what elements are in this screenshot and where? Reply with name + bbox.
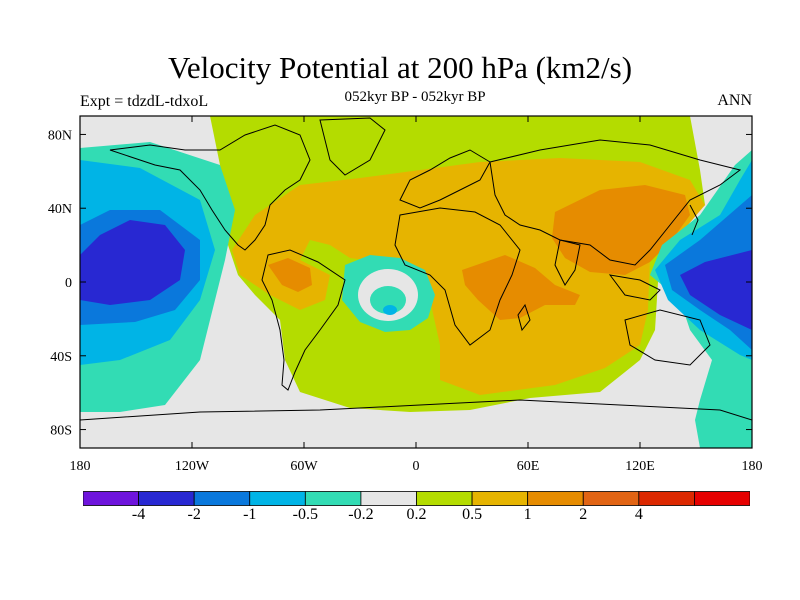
field-band-neg1-atlantic-core	[383, 305, 397, 315]
field-band-neg0.5-atlantic-inner	[370, 286, 406, 314]
colorbar-label: -4	[131, 506, 146, 523]
colorbar-label: -0.5	[292, 506, 318, 523]
x-tick-label: 180	[70, 459, 91, 474]
colorbar-swatch	[416, 491, 473, 506]
y-tick-label: 40S	[50, 350, 72, 365]
coastlines	[80, 117, 752, 421]
y-tick-label: 80S	[50, 424, 72, 439]
axis-tick-labels: 80N 40N 0 40S 80S 180 120W 60W 0 60E 120E 180	[48, 128, 763, 474]
colorbar-swatch	[193, 491, 251, 506]
colorbar-label: -0.2	[348, 506, 374, 523]
colorbar-swatch	[83, 491, 139, 506]
experiment-label: Expt = tdzdL-tdxoL	[80, 93, 209, 110]
colorbar	[83, 491, 750, 506]
y-tick-label: 80N	[48, 128, 72, 143]
map-subtitle: 052kyr BP - 052kyr BP	[344, 89, 486, 105]
colorbar-swatch	[582, 491, 640, 506]
season-label: ANN	[717, 92, 752, 109]
field-band-1-2-africa	[462, 255, 580, 320]
field-band-neg4-neg2-west	[80, 220, 185, 305]
colorbar-swatch	[304, 491, 362, 506]
colorbar-swatch	[638, 491, 695, 506]
y-tick-label: 40N	[48, 202, 72, 217]
colorbar-swatch	[527, 491, 584, 506]
colorbar-swatch	[360, 491, 417, 506]
x-tick-label: 60E	[517, 459, 540, 474]
axis-ticks	[79, 116, 753, 448]
colorbar-label: -1	[243, 506, 257, 523]
y-tick-label: 0	[65, 276, 72, 291]
field-band-neg4-neg2-east	[680, 250, 752, 330]
colorbar-label: 4	[634, 506, 643, 523]
map-title: Velocity Potential at 200 hPa (km2/s)	[167, 50, 633, 85]
x-tick-label: 60W	[290, 459, 318, 474]
colorbar-label: 1	[523, 506, 532, 523]
colorbar-swatch	[249, 491, 306, 506]
x-tick-label: 120W	[175, 459, 210, 474]
colorbar-label: -2	[187, 506, 201, 523]
colorbar-label: 0.5	[462, 506, 483, 523]
colorbar-swatch	[138, 491, 195, 506]
colorbar-label: 2	[579, 506, 588, 523]
colorbar-swatch	[471, 491, 529, 506]
x-tick-label: 120E	[625, 459, 655, 474]
x-tick-label: 180	[742, 459, 763, 474]
colorbar-label: 0.2	[406, 506, 427, 523]
x-tick-label: 0	[413, 459, 420, 474]
field-band-1-2-asia	[552, 185, 690, 275]
colorbar-swatch	[694, 491, 750, 506]
field-band-1-2-samerica	[268, 258, 312, 292]
velocity-potential-field	[80, 116, 752, 448]
